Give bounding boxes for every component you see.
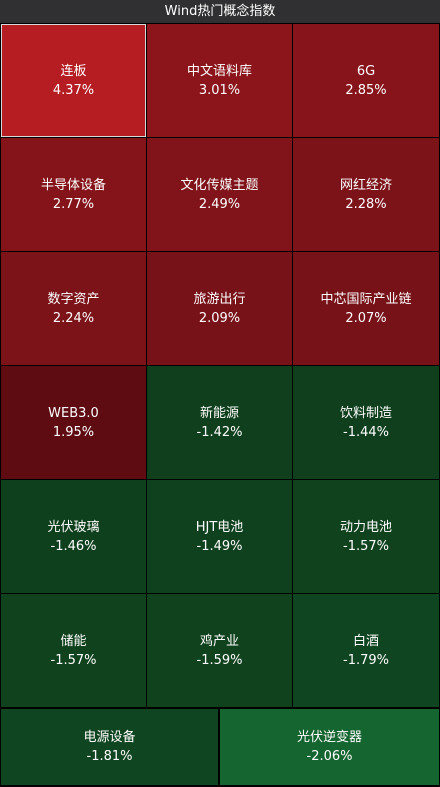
concept-tile[interactable]: 文化传媒主题 2.49% [147,138,292,251]
concept-name: 数字资产 [47,291,100,307]
concept-change-percent: -1.42% [196,424,243,440]
concept-tile[interactable]: 光伏逆变器 -2.06% [220,709,439,785]
concept-tile[interactable]: 中芯国际产业链 2.07% [293,252,439,365]
concept-change-percent: 2.85% [345,82,387,98]
concept-name: 动力电池 [339,519,392,535]
concept-change-percent: 2.24% [52,310,95,326]
concept-name: 白酒 [352,633,379,649]
concept-change-percent: -2.06% [306,749,353,764]
concept-name: 中文语料库 [186,63,252,79]
concept-name: 饮料制造 [339,405,392,421]
concept-tile[interactable]: 饮料制造 -1.44% [293,366,439,479]
concept-change-percent: 2.09% [198,310,241,326]
concept-change-percent: -1.46% [50,538,97,554]
concept-change-percent: -1.49% [196,538,243,554]
concept-change-percent: 1.95% [52,424,95,440]
concept-tile[interactable]: 旅游出行 2.09% [147,252,292,365]
concept-name: 电源设备 [83,730,136,745]
concept-tile[interactable]: 电源设备 -1.81% [1,709,218,785]
concept-tile[interactable]: 6G 2.85% [293,24,439,137]
concept-name: 连板 [60,63,87,79]
concept-name: 储能 [60,633,87,649]
concept-change-percent: -1.79% [343,652,389,668]
concept-change-percent: -1.57% [50,652,97,668]
panel-title: Wind热门概念指数 [0,0,440,23]
concept-tile[interactable]: HJT电池 -1.49% [147,480,292,593]
concept-change-percent: -1.44% [343,424,389,440]
concept-tile[interactable]: 数字资产 2.24% [1,252,146,365]
concept-change-percent: -1.81% [86,749,133,764]
concept-tile[interactable]: 储能 -1.57% [1,594,146,707]
concept-tile[interactable]: 新能源 -1.42% [147,366,292,479]
concept-change-percent: 3.01% [198,82,241,98]
concept-name: HJT电池 [195,519,244,535]
concept-tile[interactable]: 连板 4.37% [1,24,146,137]
concept-name: 光伏逆变器 [296,730,362,745]
concept-tile[interactable]: 动力电池 -1.57% [293,480,439,593]
concept-name: 新能源 [199,405,239,421]
concept-tile[interactable]: WEB3.0 1.95% [1,366,146,479]
concept-name: 旅游出行 [193,291,246,307]
concept-name: 文化传媒主题 [180,177,259,193]
concept-change-percent: 2.07% [345,310,387,326]
concept-name: 光伏玻璃 [47,519,100,535]
concept-tile[interactable]: 鸡产业 -1.59% [147,594,292,707]
concept-tile[interactable]: 半导体设备 2.77% [1,138,146,251]
concept-name: 半导体设备 [40,177,106,193]
concept-change-percent: -1.59% [196,652,243,668]
concept-name: 6G [356,63,376,79]
concept-tile[interactable]: 光伏玻璃 -1.46% [1,480,146,593]
concept-change-percent: 2.77% [52,196,95,212]
concept-change-percent: 2.49% [198,196,241,212]
concept-tile[interactable]: 中文语料库 3.01% [147,24,292,137]
concept-tile[interactable]: 白酒 -1.79% [293,594,439,707]
concept-name: 网红经济 [339,177,392,193]
concept-name: WEB3.0 [48,405,99,421]
concept-name: 中芯国际产业链 [320,291,412,307]
concept-change-percent: 4.37% [52,82,95,98]
concept-name: 鸡产业 [199,633,239,649]
concept-tile[interactable]: 网红经济 2.28% [293,138,439,251]
concept-change-percent: -1.57% [343,538,389,554]
concept-change-percent: 2.28% [345,196,387,212]
